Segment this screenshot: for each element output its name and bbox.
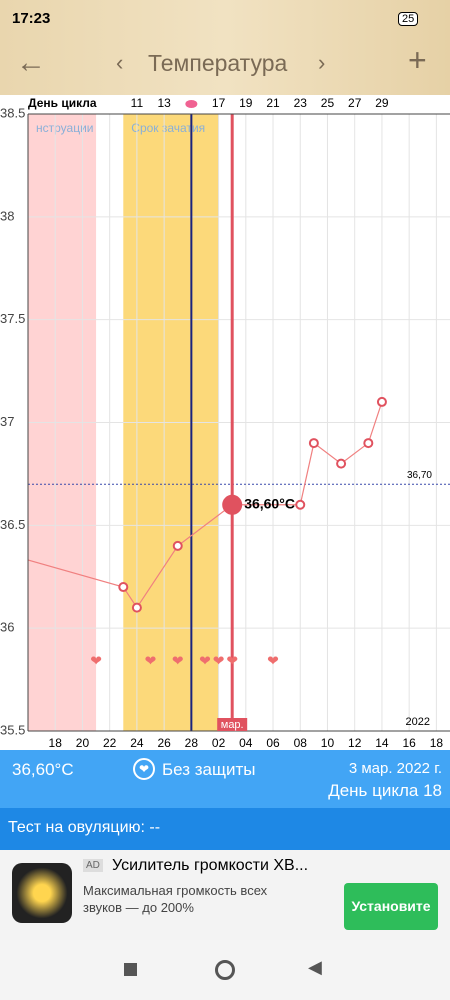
ad[interactable]: AD Усилитель громкости XB... Максимальна… (0, 850, 450, 940)
y-tick-label: 38.5 (0, 105, 25, 120)
heart: ❤ (226, 653, 238, 669)
cycle-day: 25 (321, 96, 335, 110)
x-tick-label: 14 (375, 736, 389, 750)
point (363, 438, 374, 449)
point (336, 458, 347, 469)
x-tick-label: 12 (348, 736, 362, 750)
y-tick-label: 36.5 (0, 517, 25, 532)
back-nav[interactable]: ◀ (308, 957, 322, 977)
ovulation-marker (185, 100, 198, 108)
x-tick-label: 02 (212, 736, 226, 750)
y-tick-label: 38 (0, 208, 14, 223)
top-area: 17:23 25 ← ‹ Температура › + (0, 0, 450, 95)
heart: ❤ (267, 653, 279, 669)
point (295, 499, 306, 510)
x-tick-label: 24 (130, 736, 144, 750)
year-label: 2022 (406, 716, 430, 728)
ad-icon (12, 863, 72, 923)
next[interactable]: › (318, 50, 326, 75)
heart: ❤ (145, 653, 157, 669)
heart-icon: ❤ (133, 758, 155, 780)
ad-text: звуков — до 200% (83, 900, 194, 915)
info-date: 3 мар. 2022 г. (348, 760, 442, 777)
info-bar: 36,60°C ❤ Без защиты 3 мар. 2022 г. День… (0, 750, 450, 808)
x-tick-label: 28 (185, 736, 199, 750)
selected-point (222, 494, 243, 515)
line (28, 401, 383, 609)
chart: нструации Срок зачатия ❤ ❤ ❤ ❤ ❤ ❤ ❤ 18 20 22 24 26… (0, 96, 450, 750)
x-tick-label: 10 (321, 736, 335, 750)
x-tick-label: 18 (49, 736, 63, 750)
x-tick-label: 06 (266, 736, 280, 750)
selected-label: 36,60°C (244, 495, 295, 511)
ovulation-test: Тест на овуляцию: -- (8, 819, 161, 836)
ad-button[interactable]: Установите (344, 883, 438, 930)
ovulation-bar[interactable]: Тест на овуляцию: -- (0, 808, 450, 850)
x-tick-label: 04 (239, 736, 253, 750)
ad-badge: AD (83, 859, 103, 872)
x-tick-label: 18 (430, 736, 444, 750)
y-tick-label: 35.5 (0, 722, 25, 737)
x-tick-label: 08 (294, 736, 308, 750)
title: Температура (148, 50, 288, 76)
nav-bar: ◀ (0, 940, 450, 1000)
cycle-day: 23 (294, 96, 308, 110)
recent[interactable] (124, 963, 137, 976)
x-tick-label: 20 (76, 736, 90, 750)
battery: 25 (398, 12, 419, 26)
cycle-day: 11 (131, 96, 144, 110)
info-protection: Без защиты (162, 760, 256, 779)
prev[interactable]: ‹ (116, 50, 124, 75)
point (172, 540, 183, 551)
month-label: мар. (221, 719, 244, 731)
time: 17:23 (12, 10, 51, 27)
y-tick-label: 37.5 (0, 311, 25, 326)
month-tag (217, 718, 248, 731)
heart: ❤ (90, 653, 102, 669)
info-temp: 36,60°C (12, 760, 74, 779)
back[interactable]: ← (16, 46, 46, 79)
point (376, 396, 387, 407)
ad-text: Максимальная громкость всех (83, 883, 268, 898)
heart: ❤ (199, 653, 211, 669)
heart: ❤ (213, 653, 225, 669)
cycle-day: 13 (157, 96, 171, 110)
point (10, 552, 18, 560)
x-tick-label: 16 (402, 736, 416, 750)
band-label: Срок зачатия (131, 121, 205, 135)
cycle-day: 29 (375, 96, 389, 110)
add[interactable]: + (408, 42, 427, 78)
cycle-day: 19 (239, 96, 253, 110)
point (131, 602, 142, 613)
point (308, 438, 319, 449)
cycle-row-label: День цикла (28, 96, 97, 110)
heart: ❤ (172, 653, 184, 669)
home[interactable] (215, 960, 235, 980)
x-tick-label: 22 (103, 736, 117, 750)
ad-title: Усилитель громкости XB... (112, 857, 309, 874)
point (118, 582, 129, 593)
y-tick-label: 36 (0, 620, 14, 635)
band-label: нструации (36, 121, 93, 135)
cycle-day: 27 (348, 96, 362, 110)
reference-label: 36,70 (407, 470, 432, 481)
info-cycle: День цикла 18 (328, 781, 442, 800)
x-tick-label: 26 (157, 736, 171, 750)
cycle-day: 17 (212, 96, 226, 110)
cycle-day: 21 (266, 96, 280, 110)
y-tick-label: 37 (0, 414, 14, 429)
